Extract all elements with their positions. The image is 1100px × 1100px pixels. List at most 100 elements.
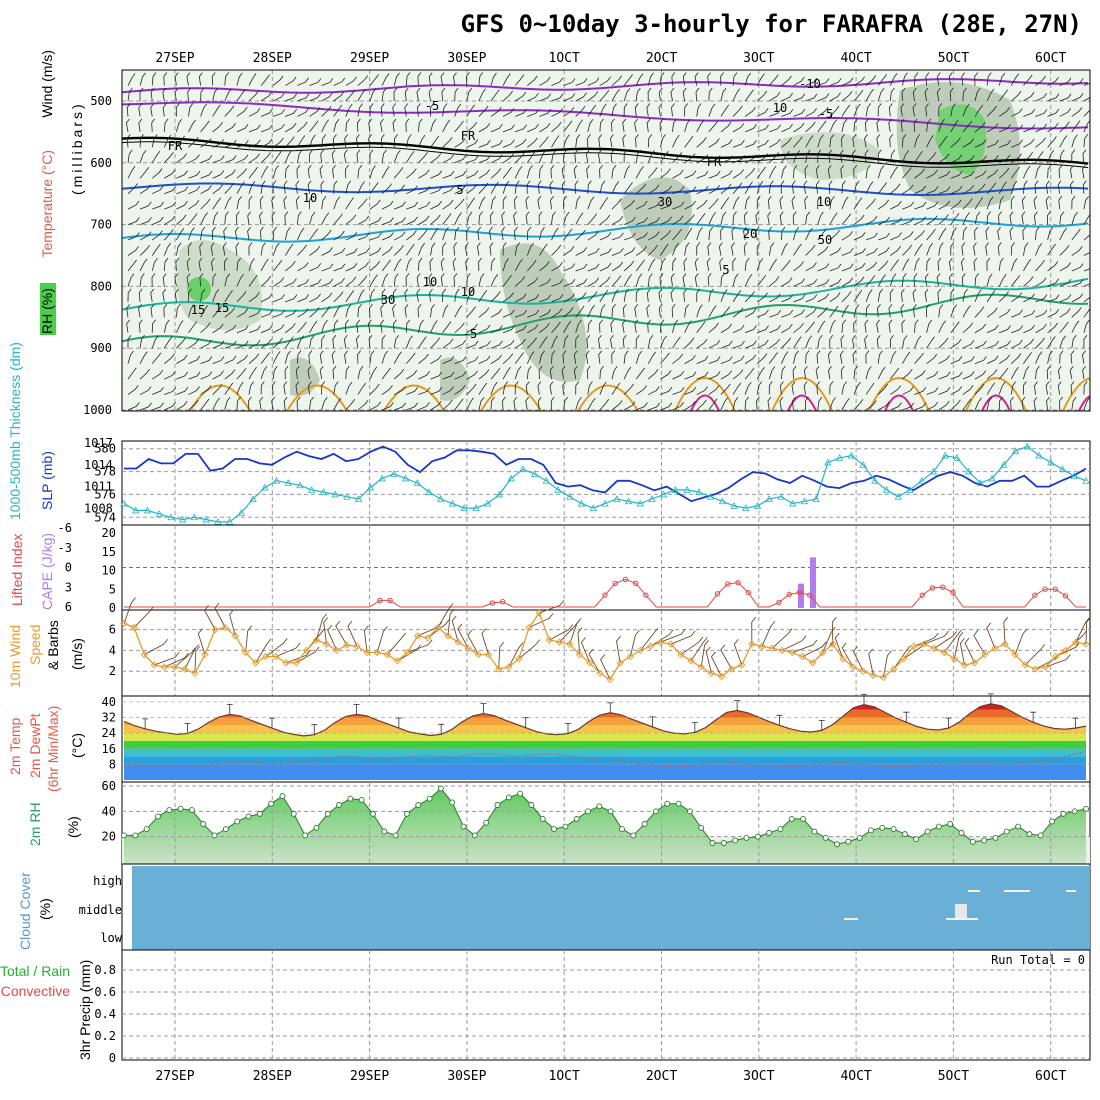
upper-barb bbox=[756, 258, 764, 272]
upper-barb bbox=[466, 104, 475, 117]
upper-barb bbox=[430, 355, 442, 364]
rh-marker bbox=[1015, 823, 1022, 830]
upper-barb bbox=[877, 304, 881, 318]
upper-barb bbox=[1047, 261, 1059, 272]
upper-barb bbox=[877, 288, 884, 302]
wind-speed-marker bbox=[262, 653, 270, 661]
upper-barb bbox=[732, 382, 742, 395]
upper-barb bbox=[672, 257, 677, 271]
upper-barb bbox=[369, 366, 378, 380]
isotherm-label: 10 bbox=[817, 195, 831, 209]
upper-barb bbox=[889, 87, 895, 102]
ylabel-rh-units: (%) bbox=[65, 816, 81, 838]
upper-barb bbox=[430, 320, 438, 333]
upper-barb bbox=[684, 170, 697, 179]
thickness-marker bbox=[636, 499, 644, 507]
upper-barb bbox=[611, 247, 624, 256]
upper-barb bbox=[405, 352, 416, 364]
upper-barb bbox=[381, 334, 386, 349]
upper-barb bbox=[684, 135, 694, 148]
upper-barb bbox=[224, 196, 232, 210]
ylabel-3hr-precip: 3hr Precip (mm) bbox=[77, 960, 93, 1060]
upper-barb bbox=[696, 399, 707, 411]
upper-barb bbox=[163, 257, 169, 271]
upper-barb bbox=[526, 226, 532, 241]
upper-barb bbox=[345, 381, 353, 395]
upper-barb bbox=[877, 88, 885, 102]
upper-barb bbox=[502, 124, 515, 133]
minmax-whisker bbox=[776, 714, 783, 726]
li-marker bbox=[633, 580, 639, 586]
upper-barb bbox=[285, 93, 298, 102]
upper-barb bbox=[890, 200, 902, 210]
upper-barb bbox=[986, 396, 993, 411]
upper-barb bbox=[961, 242, 966, 256]
upper-barb bbox=[525, 396, 530, 411]
upper-barb bbox=[708, 185, 720, 195]
upper-barb bbox=[1035, 309, 1048, 318]
upper-barb bbox=[998, 181, 1007, 194]
upper-barb bbox=[914, 319, 919, 333]
upper-barb bbox=[394, 201, 406, 210]
upper-barb bbox=[236, 291, 247, 303]
upper-barb bbox=[138, 319, 143, 333]
upper-barb bbox=[684, 119, 691, 133]
upper-barb bbox=[212, 121, 223, 133]
upper-barb bbox=[781, 165, 787, 179]
upper-barb bbox=[418, 242, 426, 256]
wind-barb bbox=[407, 639, 433, 653]
upper-barb bbox=[272, 351, 281, 364]
upper-barb bbox=[418, 229, 428, 241]
upper-barb bbox=[575, 397, 582, 411]
isotherm-arc bbox=[1062, 377, 1090, 411]
date-label-bottom: 27SEP bbox=[155, 1069, 194, 1084]
wind-barb bbox=[933, 631, 957, 649]
upper-barb bbox=[164, 229, 174, 241]
upper-barb bbox=[841, 91, 853, 102]
isotherm-line bbox=[122, 293, 1089, 347]
isotherm-arc-hot bbox=[981, 394, 1011, 411]
thickness-marker bbox=[882, 486, 891, 493]
upper-barb bbox=[430, 387, 443, 395]
upper-barb bbox=[260, 276, 272, 287]
upper-barb bbox=[127, 259, 137, 272]
upper-barb bbox=[200, 322, 211, 334]
upper-barb bbox=[466, 306, 477, 318]
upper-barb bbox=[152, 185, 164, 195]
temp-band bbox=[124, 748, 1086, 757]
upper-barb bbox=[321, 305, 331, 318]
upper-barb bbox=[1009, 211, 1014, 225]
upper-barb bbox=[527, 309, 540, 318]
upper-barb bbox=[284, 243, 294, 256]
wind-barb bbox=[640, 627, 659, 651]
upper-barb bbox=[926, 118, 932, 132]
upper-barb bbox=[926, 201, 939, 210]
upper-barb bbox=[636, 402, 648, 411]
upper-barb bbox=[550, 196, 554, 210]
upper-barb bbox=[622, 118, 627, 132]
upper-barb bbox=[393, 319, 397, 333]
upper-barb bbox=[853, 103, 861, 117]
rh-marker bbox=[268, 800, 275, 807]
upper-barb bbox=[841, 104, 851, 117]
upper-barb bbox=[815, 365, 820, 380]
upper-barb bbox=[212, 87, 218, 102]
upper-barb bbox=[1083, 334, 1088, 349]
upper-barb bbox=[176, 304, 181, 318]
upper-barb bbox=[696, 154, 709, 164]
cape-bar bbox=[810, 557, 816, 608]
upper-barb bbox=[333, 91, 345, 102]
upper-barb bbox=[781, 337, 792, 349]
upper-barb bbox=[732, 396, 739, 411]
upper-barb bbox=[744, 181, 753, 194]
upper-barb bbox=[332, 165, 336, 179]
upper-barb bbox=[756, 366, 765, 380]
upper-barb bbox=[442, 288, 447, 302]
rh-tick: 40 bbox=[102, 804, 116, 818]
upper-barb bbox=[223, 226, 228, 241]
thickness-marker bbox=[1082, 476, 1090, 484]
upper-barb bbox=[405, 243, 415, 256]
upper-barb bbox=[1010, 73, 1020, 86]
date-label-bottom: 29SEP bbox=[350, 1069, 389, 1084]
upper-barb bbox=[599, 214, 611, 225]
